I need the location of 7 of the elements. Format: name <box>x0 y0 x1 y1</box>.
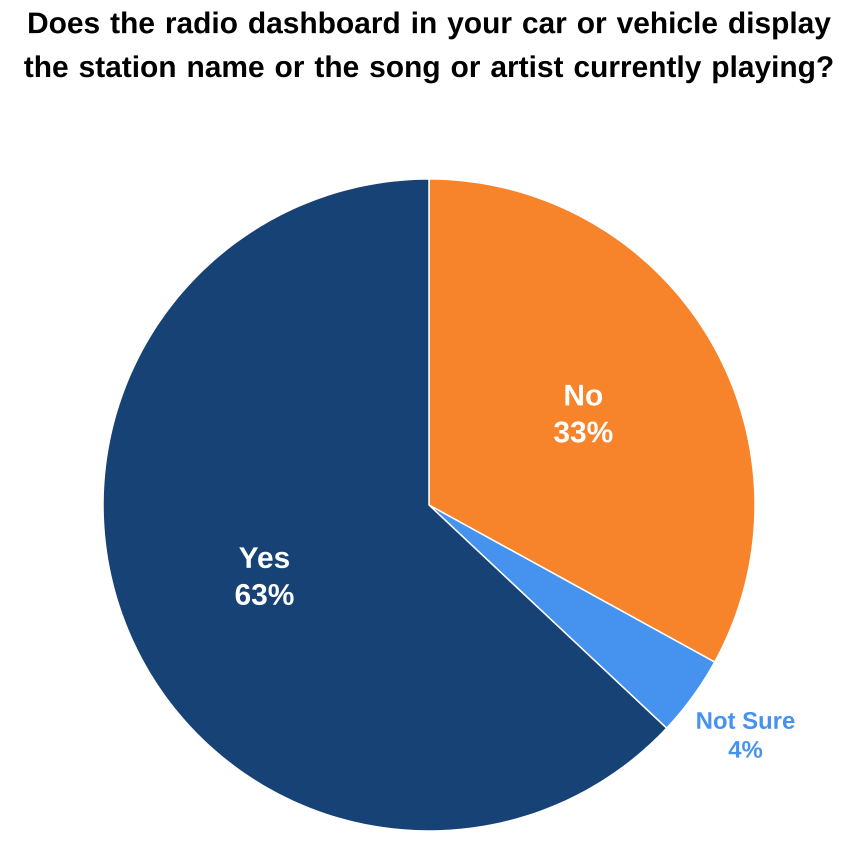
chart-title: Does the radio dashboard in your car or vehicle display the station name or the song or artist currently playing? <box>24 12 832 84</box>
slice-label: No <box>565 384 602 406</box>
data-label: 33% <box>554 421 612 443</box>
data-label: 63% <box>236 584 294 606</box>
data-label: 4% <box>728 740 762 758</box>
slice-label: Not Sure <box>697 712 794 729</box>
slice-label: Yes <box>239 547 289 568</box>
